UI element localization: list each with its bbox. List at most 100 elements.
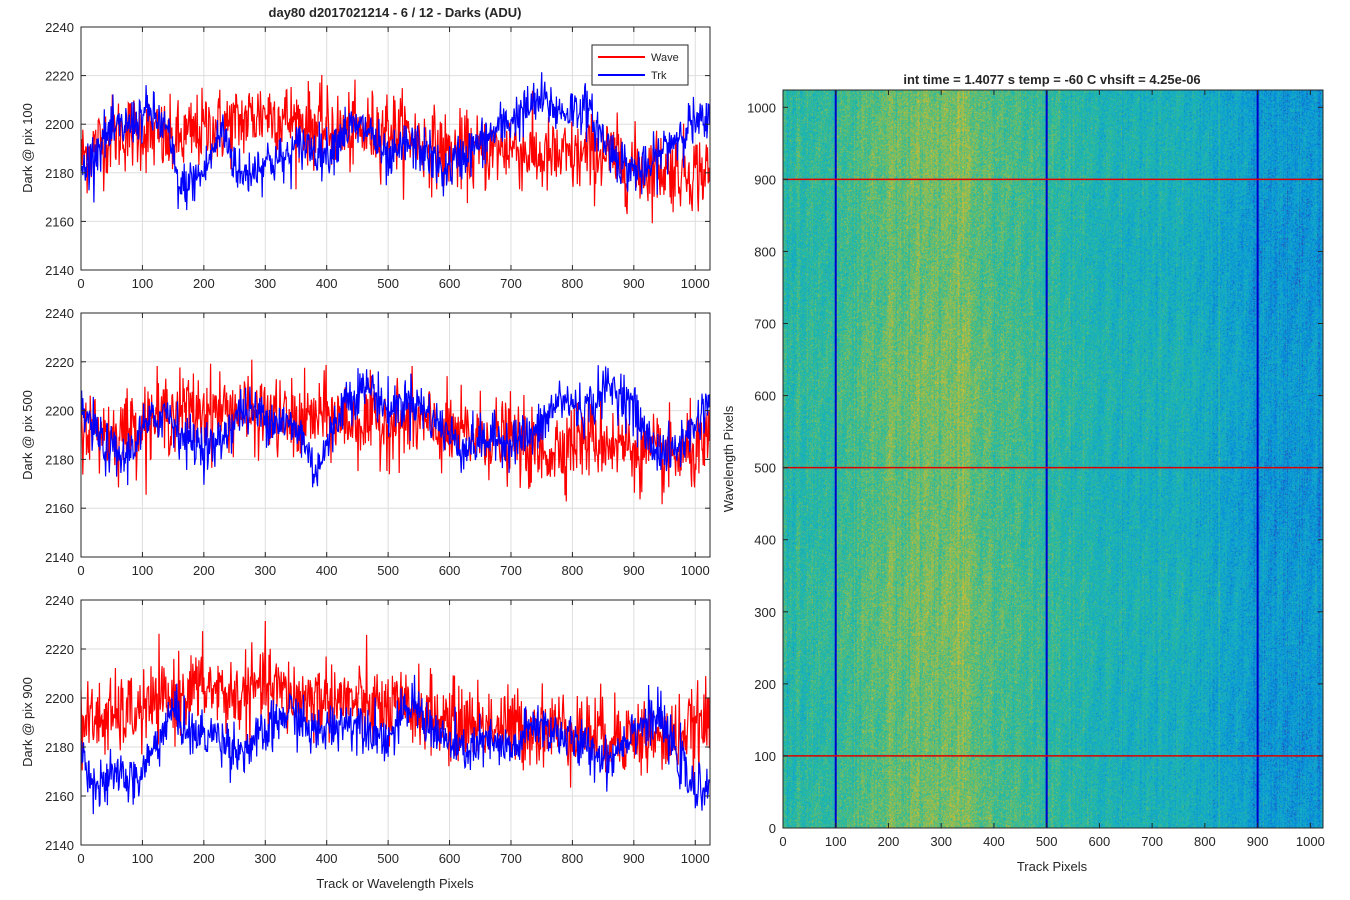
y-tick-label: 2140 [45, 263, 74, 278]
x-tick-label: 300 [254, 851, 276, 866]
y-tick-label: 400 [754, 533, 776, 548]
x-tick-label: 600 [439, 276, 461, 291]
y-tick-labels: 2140 2160 2180 2200 2220 2240 [45, 593, 74, 853]
x-tick-label: 400 [316, 851, 338, 866]
axes-frame [80, 599, 711, 846]
heatmap-raster [783, 90, 1323, 828]
axes-frame [80, 312, 711, 558]
x-axis-label: Track Pixels [1017, 859, 1088, 874]
tick-marks [80, 312, 710, 558]
y-tick-label: 300 [754, 605, 776, 620]
y-tick-label: 2160 [45, 789, 74, 804]
y-tick-label: 2180 [45, 452, 74, 467]
x-tick-label: 400 [316, 276, 338, 291]
y-tick-label: 2160 [45, 501, 74, 516]
x-tick-label: 200 [878, 834, 900, 849]
x-tick-label: 0 [77, 851, 84, 866]
series-lines [81, 72, 710, 224]
chart-title: day80 d2017021214 - 6 / 12 - Darks (ADU) [269, 5, 522, 20]
x-tick-label: 700 [1141, 834, 1163, 849]
y-axis-label: Dark @ pix 100 [20, 103, 35, 193]
axes-box [782, 89, 1324, 829]
series-line-wave [81, 74, 710, 224]
series-line-wave [81, 620, 710, 790]
heatmap-image [783, 90, 1323, 828]
series-lines [81, 620, 710, 815]
line-chart-pix-500: Dark @ pix 500 0 100 200 300 400 500 600 700 800… [20, 306, 711, 578]
y-tick-label: 900 [754, 172, 776, 187]
x-tick-label: 200 [193, 851, 215, 866]
axes-box [80, 599, 711, 846]
y-tick-labels: 2140 2160 2180 2200 2220 2240 [45, 20, 74, 278]
y-tick-label: 600 [754, 389, 776, 404]
x-tick-label: 900 [623, 851, 645, 866]
legend-box [591, 44, 689, 86]
line-chart-pix-900: Dark @ pix 900 Track or Wavelength Pixel… [20, 593, 711, 891]
x-tick-labels: 0 100 200 300 400 500 600 700 800 900 1000 [779, 834, 1324, 849]
x-tick-label: 800 [562, 851, 584, 866]
x-tick-label: 900 [1247, 834, 1269, 849]
axes-frame [782, 89, 1324, 829]
x-tick-label: 1000 [1296, 834, 1325, 849]
y-tick-label: 1000 [747, 100, 776, 115]
x-tick-label: 500 [377, 563, 399, 578]
axes-box [80, 26, 711, 271]
y-tick-label: 2140 [45, 550, 74, 565]
x-tick-label: 1000 [681, 563, 710, 578]
x-tick-labels: 0 100 200 300 400 500 600 700 800 900 1000 [77, 563, 709, 578]
y-tick-label: 2220 [45, 69, 74, 84]
y-tick-label: 2240 [45, 306, 74, 321]
x-tick-label: 500 [377, 851, 399, 866]
series-line-trk [81, 365, 710, 488]
axes-frame [80, 26, 711, 271]
series-lines [81, 359, 710, 505]
legend-label-wave: Wave [651, 52, 679, 64]
x-tick-label: 400 [983, 834, 1005, 849]
series-line-trk [81, 674, 710, 815]
legend: Wave Trk [591, 44, 689, 86]
x-tick-label: 600 [439, 563, 461, 578]
axes-box [80, 312, 711, 558]
x-tick-label: 300 [930, 834, 952, 849]
y-axis-label: Dark @ pix 500 [20, 390, 35, 480]
x-tick-label: 600 [439, 851, 461, 866]
y-tick-label: 200 [754, 677, 776, 692]
x-tick-label: 400 [316, 563, 338, 578]
line-chart-pix-100: day80 d2017021214 - 6 / 12 - Darks (ADU)… [20, 5, 711, 291]
y-tick-label: 2200 [45, 404, 74, 419]
y-tick-label: 2240 [45, 593, 74, 608]
y-tick-label: 2220 [45, 355, 74, 370]
x-tick-label: 100 [825, 834, 847, 849]
x-tick-label: 100 [132, 563, 154, 578]
y-tick-label: 2160 [45, 214, 74, 229]
y-tick-label: 100 [754, 749, 776, 764]
y-axis-label: Wavelength Pixels [721, 405, 736, 512]
y-tick-label: 2220 [45, 642, 74, 657]
y-tick-label: 2180 [45, 166, 74, 181]
x-tick-label: 700 [500, 276, 522, 291]
tick-marks [80, 599, 710, 846]
y-tick-label: 700 [754, 317, 776, 332]
x-tick-label: 100 [132, 851, 154, 866]
x-tick-label: 1000 [681, 276, 710, 291]
y-tick-label: 2200 [45, 691, 74, 706]
x-tick-label: 700 [500, 851, 522, 866]
series-line-trk [81, 72, 710, 211]
dark-frame-heatmap: int time = 1.4077 s temp = -60 C vhsift … [721, 72, 1325, 874]
legend-label-trk: Trk [651, 70, 667, 82]
y-tick-label: 2240 [45, 20, 74, 35]
x-tick-label: 0 [77, 563, 84, 578]
y-tick-label: 2180 [45, 740, 74, 755]
x-tick-labels: 0 100 200 300 400 500 600 700 800 900 1000 [77, 851, 709, 866]
x-tick-label: 900 [623, 563, 645, 578]
x-tick-label: 300 [254, 563, 276, 578]
x-tick-label: 500 [377, 276, 399, 291]
marker-lines [783, 90, 1323, 828]
x-tick-label: 0 [77, 276, 84, 291]
x-tick-label: 300 [254, 276, 276, 291]
x-tick-label: 800 [562, 563, 584, 578]
x-tick-label: 0 [779, 834, 786, 849]
x-tick-label: 500 [1036, 834, 1058, 849]
y-tick-label: 2140 [45, 838, 74, 853]
